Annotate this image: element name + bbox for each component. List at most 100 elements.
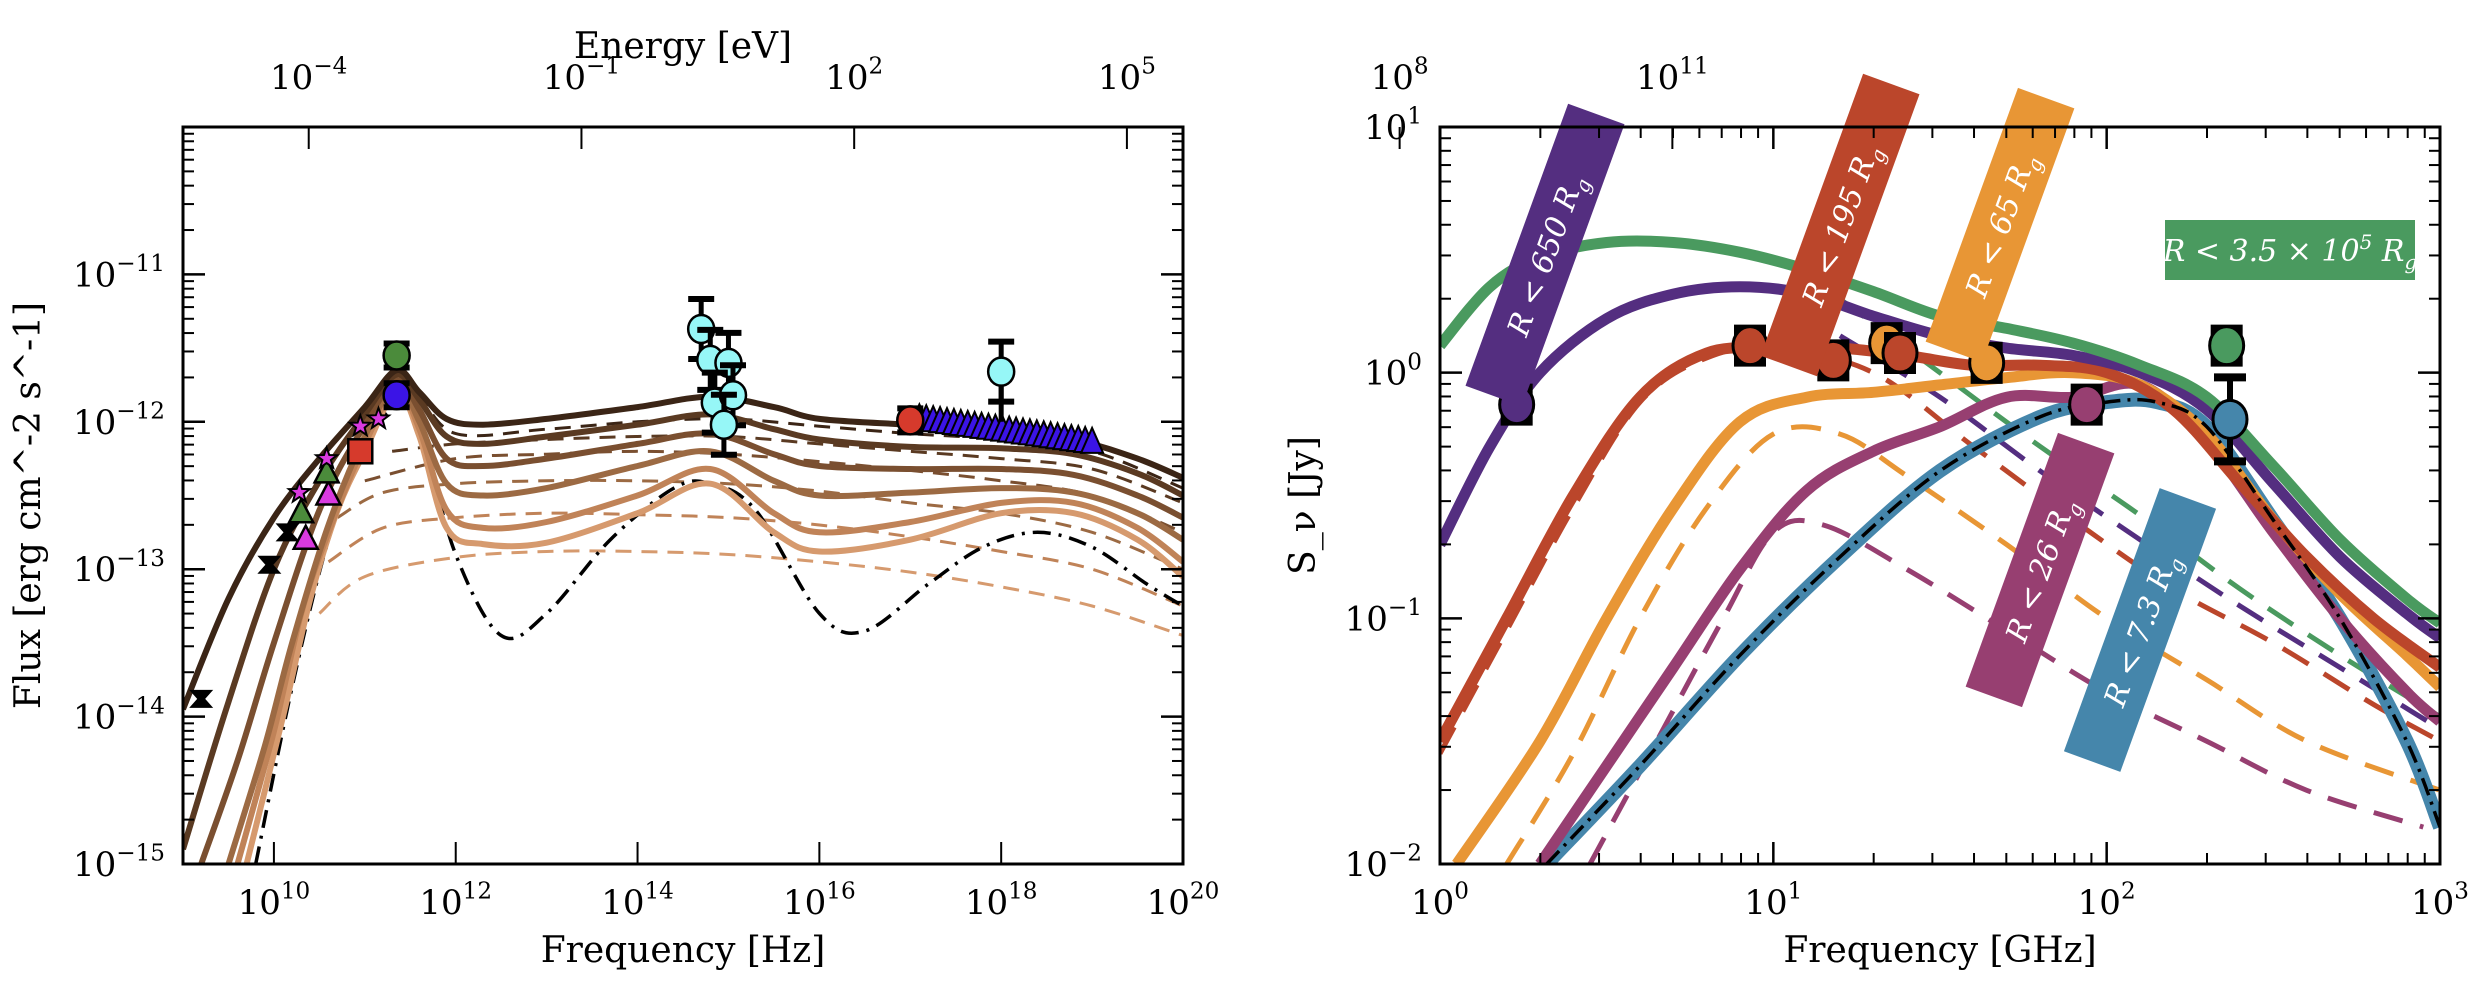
circle-marker — [896, 405, 925, 436]
x-tick-label: 1018 — [965, 879, 1038, 923]
y-tick-label-exp: −2 — [1388, 841, 1422, 867]
top-tick-label-exp: 2 — [868, 54, 883, 80]
top-tick-label-exp: −1 — [586, 54, 620, 80]
x-tick-label: 103 — [2411, 879, 2469, 923]
y-tick-label: 10−1 — [1345, 595, 1422, 639]
x-tick-label-base: 10 — [601, 883, 644, 923]
data-point-star — [346, 412, 374, 438]
y-tick-label: 10−14 — [73, 693, 165, 737]
data-point-triangle — [314, 478, 343, 506]
data-point — [2208, 324, 2246, 367]
region-label-box — [1760, 73, 1920, 377]
circle-marker — [986, 356, 1016, 387]
circle-marker — [1881, 332, 1919, 374]
plot-area — [1440, 235, 2440, 864]
model-curve-dashed-4 — [327, 511, 1183, 608]
triangle-marker — [312, 456, 341, 484]
y-tick-label-exp: −11 — [116, 251, 165, 277]
x-tick-label: 1020 — [1147, 879, 1220, 923]
circle-marker — [382, 380, 411, 411]
data-point — [1731, 324, 1769, 367]
x-tick-label: 1016 — [783, 879, 856, 923]
y-tick-label-base: 10 — [73, 698, 116, 738]
y-tick-label-exp: −14 — [116, 693, 165, 719]
top-tick-label-exp: −4 — [313, 54, 347, 80]
y-tick-label: 10−13 — [73, 546, 165, 590]
x-tick-label-exp: 2 — [2121, 879, 2136, 905]
x-tick-label-base: 10 — [419, 883, 462, 923]
star-marker — [346, 412, 374, 438]
x-tick-label: 1010 — [238, 879, 311, 923]
data-point-hourglass — [257, 555, 282, 574]
y-tick-label-exp: −1 — [1388, 595, 1422, 621]
y-tick-label-base: 10 — [1364, 354, 1407, 394]
data-point-circle — [709, 391, 739, 458]
x-tick-label: 102 — [2078, 879, 2136, 923]
circle-marker — [2211, 398, 2249, 440]
circle-marker — [382, 340, 411, 371]
radio-panel: R < 3.5 × 105 RgR < 650 Rg R < 195 RgR < … — [1283, 73, 2469, 971]
y-tick-label-base: 10 — [1345, 599, 1388, 639]
top-tick-label: 105 — [1098, 54, 1156, 98]
top-tick-label-base: 10 — [825, 58, 868, 98]
y-tick-label-base: 10 — [73, 550, 116, 590]
data-point-star — [365, 404, 392, 431]
region-label-box — [1965, 432, 2115, 708]
y-tick-label-base: 10 — [73, 403, 116, 443]
top-axis-title: Energy [eV] — [574, 26, 792, 67]
hourglass-marker — [275, 523, 300, 542]
data-point-star — [286, 478, 313, 504]
top-tick-label: 108 — [1371, 54, 1429, 98]
x-tick-label: 1012 — [419, 879, 492, 923]
data-point — [1881, 332, 1919, 375]
top-tick-label-base: 10 — [1371, 58, 1414, 98]
region-label-box — [1465, 103, 1625, 407]
model-curve-solid-2 — [198, 377, 1183, 864]
y-tick-label-exp: 1 — [1407, 104, 1422, 130]
circle-marker — [709, 409, 739, 440]
region-label-box — [2165, 220, 2415, 280]
y-axis-title: Flux [erg cm^-2 s^-1] — [8, 302, 49, 709]
model-curve-dashed-3 — [336, 478, 1183, 571]
data-point-triangle — [1079, 425, 1105, 454]
x-tick-label-exp: 3 — [2454, 879, 2469, 905]
axes-frame — [1438, 125, 2442, 866]
x-tick-label-exp: 14 — [644, 879, 673, 905]
top-tick-label-base: 10 — [270, 58, 313, 98]
top-tick-label: 10−4 — [270, 54, 347, 98]
series-solid-2 — [1440, 341, 2440, 744]
y-tick-label: 10−12 — [73, 399, 165, 443]
x-tick-label-base: 10 — [783, 883, 826, 923]
x-tick-label-base: 10 — [2411, 883, 2454, 923]
top-tick-label-base: 10 — [543, 58, 586, 98]
series-dashed-1 — [1838, 333, 2440, 732]
data-point-circle — [382, 340, 411, 371]
x-tick-label-base: 10 — [2078, 883, 2121, 923]
top-tick-label-exp: 8 — [1414, 54, 1429, 80]
data-point-square — [347, 438, 374, 465]
square-marker — [347, 438, 374, 465]
x-tick-label-base: 10 — [1147, 883, 1190, 923]
x-tick-label-exp: 0 — [1454, 879, 1469, 905]
hourglass-marker — [257, 555, 282, 574]
data-point — [2211, 373, 2249, 466]
star-marker — [365, 404, 392, 431]
y-tick-label: 101 — [1364, 104, 1422, 148]
triangle-marker — [314, 478, 343, 506]
x-tick-label-exp: 1 — [1788, 879, 1803, 905]
circle-marker — [1731, 325, 1769, 367]
y-tick-label: 100 — [1364, 349, 1422, 393]
y-tick-label: 10−11 — [73, 251, 165, 295]
y-tick-label-exp: −13 — [116, 546, 165, 572]
x-tick-label-exp: 16 — [826, 879, 855, 905]
y-tick-label: 10−2 — [1345, 841, 1422, 885]
label-sup: 5 — [2360, 230, 2373, 254]
y-tick-label-base: 10 — [73, 255, 116, 295]
hourglass-marker — [189, 689, 214, 708]
data-point-hourglass — [275, 523, 300, 542]
model-curve-solid-0 — [183, 367, 1183, 711]
plot-area — [183, 295, 1183, 864]
y-tick-label-exp: −15 — [116, 841, 165, 867]
